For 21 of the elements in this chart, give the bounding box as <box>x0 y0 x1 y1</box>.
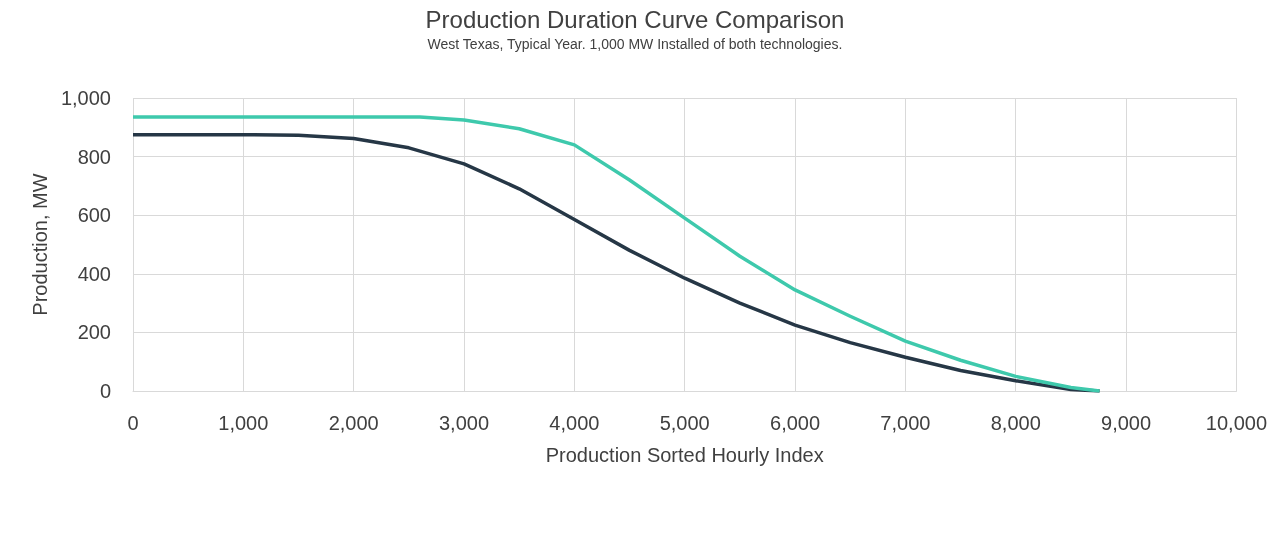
y-tick-label: 800 <box>77 145 111 168</box>
x-tick-label: 1,000 <box>218 412 269 434</box>
y-tick-label: 1,000 <box>60 87 111 109</box>
x-tick-label: 8,000 <box>990 412 1041 434</box>
y-axis-title: Production, MW <box>29 173 52 316</box>
x-tick-label: 7,000 <box>880 412 931 434</box>
chart-subtitle: West Texas, Typical Year. 1,000 MW Installed of both technologies. <box>427 36 843 52</box>
x-axis-title: Production Sorted Hourly Index <box>545 444 824 466</box>
x-tick-label: 0 <box>127 412 139 434</box>
y-tick-label: 400 <box>77 262 111 285</box>
y-tick-label: 600 <box>77 204 111 227</box>
chart-title: Production Duration Curve Comparison <box>425 5 845 33</box>
y-tick-label: 0 <box>99 380 111 402</box>
x-tick-label: 3,000 <box>438 412 490 434</box>
x-tick-label: 6,000 <box>770 412 821 434</box>
x-tick-label: 2,000 <box>328 412 379 434</box>
x-tick-label: 10,000 <box>1205 412 1267 434</box>
x-tick-label: 4,000 <box>549 412 600 434</box>
x-tick-label: 5,000 <box>659 412 710 434</box>
x-tick-label: 9,000 <box>1101 412 1152 434</box>
y-tick-label: 200 <box>77 321 111 344</box>
